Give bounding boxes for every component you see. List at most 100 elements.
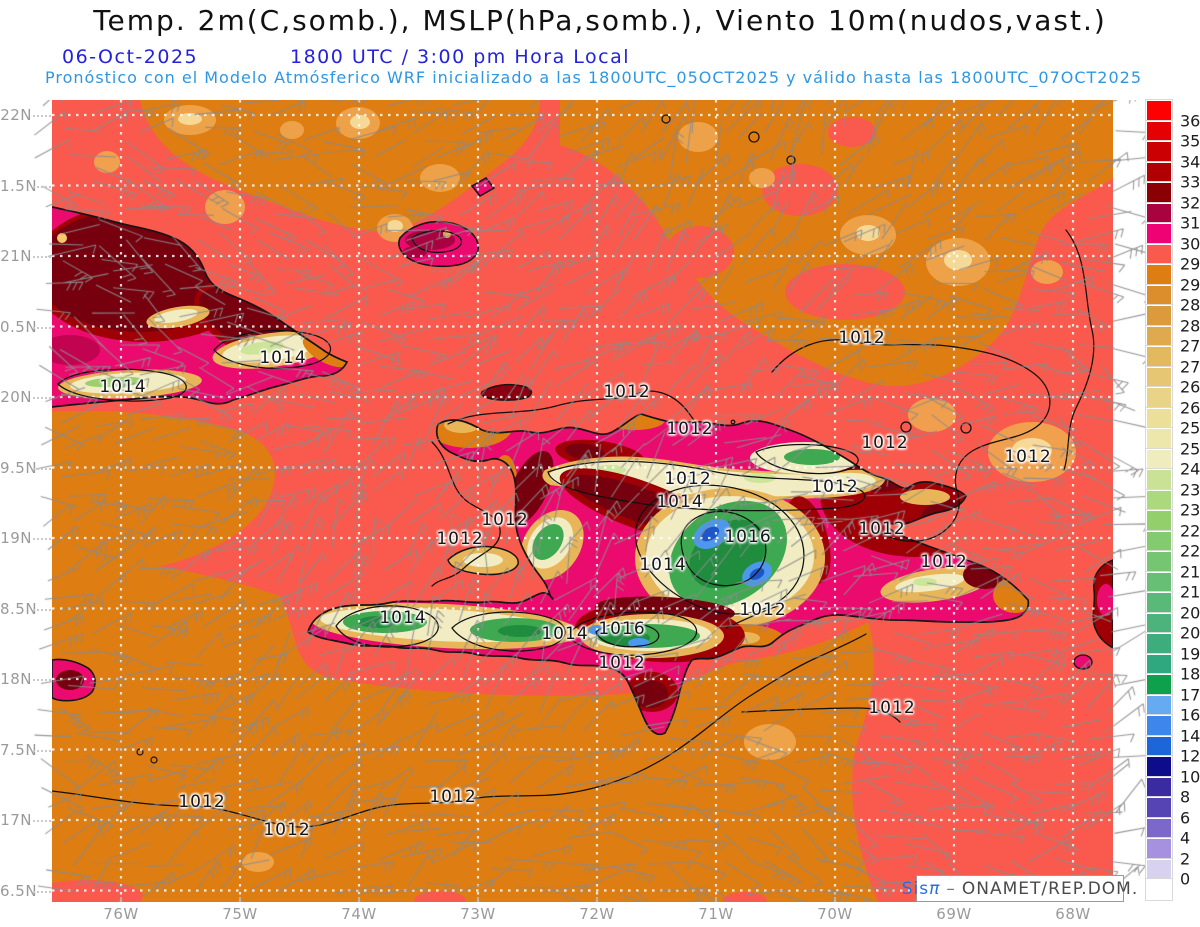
- colorbar-value: 22: [1180, 541, 1200, 561]
- lon-label: 74W: [341, 905, 377, 923]
- isobar-label: 1012: [664, 469, 712, 489]
- isobar-label: 1012: [920, 552, 968, 572]
- lat-label: 17N: [0, 811, 32, 829]
- colorbar-box: [1145, 632, 1173, 655]
- isobar-label: 1014: [379, 608, 427, 628]
- colorbar-box: [1145, 304, 1173, 327]
- lon-tick: [715, 897, 717, 902]
- colorbar-box: [1145, 796, 1173, 819]
- colorbar-value: 20: [1180, 623, 1200, 643]
- colorbar-value: 20.5: [1180, 603, 1200, 622]
- colorbar-value: 29: [1180, 275, 1200, 294]
- colorbar-value: 26.5: [1180, 377, 1200, 397]
- colorbar-value: 26: [1180, 398, 1200, 417]
- lon-label: 70W: [817, 905, 853, 923]
- colorbar-box: [1145, 181, 1173, 204]
- isobar-label: 1012: [861, 433, 909, 453]
- isobar-label: 1012: [598, 653, 646, 673]
- colorbar-value: 8: [1180, 787, 1191, 807]
- lat-label: 18N: [0, 670, 32, 688]
- lat-label: 8.5N: [0, 599, 38, 618]
- lat-tick: [33, 115, 51, 117]
- colorbar-box: [1145, 755, 1173, 778]
- page-title: Temp. 2m(C,somb.), MSLP(hPa,somb.), Vien…: [93, 4, 1107, 37]
- lat-label: 1.5N: [0, 176, 38, 195]
- colorbar-value: 27.5: [1180, 336, 1200, 356]
- colorbar-value: 35: [1180, 131, 1200, 151]
- lat-tick: [33, 397, 51, 399]
- colorbar-box: [1145, 509, 1173, 532]
- lat-label: 9.5N: [0, 458, 38, 477]
- lon-label: 73W: [460, 905, 496, 923]
- colorbar-box: [1145, 222, 1173, 245]
- lon-tick: [477, 897, 479, 902]
- colorbar-box: [1145, 99, 1173, 122]
- colorbar-box: [1145, 611, 1173, 634]
- lat-tick: [33, 679, 51, 681]
- colorbar-value: 25.5: [1180, 418, 1200, 438]
- colorbar-box: [1145, 201, 1173, 224]
- colorbar-value: 22.5: [1180, 521, 1200, 540]
- isobar-label: 1012: [263, 820, 311, 840]
- lon-tick: [120, 897, 122, 902]
- colorbar-value: 0: [1180, 869, 1191, 889]
- colorbar-value: 18: [1180, 664, 1200, 684]
- attribution-separator: –: [946, 878, 956, 899]
- forecast-time: 1800 UTC / 3:00 pm Hora Local: [290, 46, 631, 68]
- colorbar-box: [1145, 386, 1173, 409]
- colorbar-box: [1145, 734, 1173, 757]
- colorbar-box: [1145, 119, 1173, 142]
- colorbar-value: 6: [1180, 808, 1191, 827]
- colorbar-box: [1145, 693, 1173, 716]
- isobar-label: 1012: [603, 382, 651, 402]
- isobar-label: 1012: [739, 600, 787, 620]
- colorbar-box: [1145, 447, 1173, 470]
- colorbar-box: [1145, 857, 1173, 880]
- colorbar-value: 2: [1180, 849, 1191, 868]
- colorbar-value: 17: [1180, 685, 1200, 704]
- colorbar-value: 19: [1180, 644, 1200, 663]
- isobar-label: 1012: [436, 529, 484, 549]
- lon-tick: [834, 897, 836, 902]
- lat-label: 20N: [0, 388, 32, 406]
- colorbar-value: 28.5: [1180, 295, 1200, 315]
- isobar-label: 1012: [811, 477, 859, 497]
- brand-name: Sis: [901, 878, 930, 899]
- lon-label: 71W: [698, 905, 734, 923]
- attribution-box: Sis π – ONAMET/REP.DOM.: [902, 875, 1137, 902]
- lat-tick: [33, 749, 51, 752]
- isobar-label: 1012: [481, 510, 529, 530]
- colorbar-value: 12: [1180, 746, 1200, 766]
- colorbar-box: [1145, 242, 1173, 265]
- colorbar-box: [1145, 775, 1173, 798]
- isobar-label: 1014: [259, 348, 307, 368]
- lat-tick: [33, 608, 51, 611]
- lat-label: 21N: [0, 247, 32, 265]
- lon-tick: [358, 897, 360, 902]
- colorbar-box: [1145, 427, 1173, 450]
- colorbar-value: 32: [1180, 193, 1200, 212]
- isobar-label: 1016: [724, 527, 772, 547]
- isobar-label: 1012: [858, 519, 906, 539]
- colorbar-value: 21: [1180, 582, 1200, 602]
- colorbar-box: [1145, 324, 1173, 347]
- lat-tick: [33, 256, 51, 258]
- lon-label: 75W: [222, 905, 258, 923]
- lat-tick: [33, 326, 51, 329]
- lat-label: 19N: [0, 529, 32, 547]
- colorbar-value: 30.7: [1180, 234, 1200, 253]
- colorbar-box: [1145, 263, 1173, 286]
- colorbar-box: [1145, 345, 1173, 368]
- isobar-label: 1012: [868, 698, 916, 718]
- colorbar-value: 4: [1180, 828, 1191, 848]
- lat-label: 7.5N: [0, 740, 38, 759]
- organization-name: ONAMET/REP.DOM.: [961, 878, 1139, 899]
- colorbar-box: [1145, 652, 1173, 675]
- lon-tick: [239, 897, 241, 902]
- brand-pi-symbol: π: [929, 878, 941, 899]
- colorbar-box: [1145, 468, 1173, 491]
- colorbar-box: [1145, 878, 1173, 901]
- colorbar-value: 28: [1180, 316, 1200, 335]
- colorbar-value: 10: [1180, 767, 1200, 786]
- colorbar-box: [1145, 570, 1173, 593]
